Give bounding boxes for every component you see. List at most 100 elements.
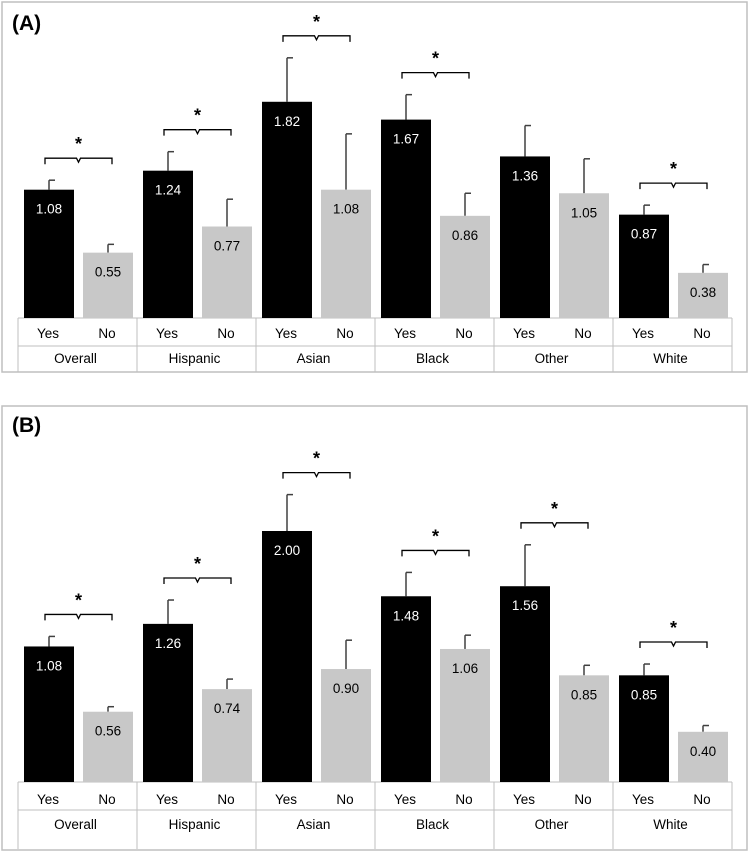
subcategory-label: Yes xyxy=(632,326,654,341)
bar-yes-black xyxy=(381,119,431,318)
significance-star: * xyxy=(313,449,320,469)
subcategory-label: Yes xyxy=(513,326,535,341)
significance-star: * xyxy=(670,159,677,179)
bar-value-label: 0.85 xyxy=(571,687,597,702)
panel-a-chart: 1.08Yes0.55NoOverall*1.24Yes0.77NoHispan… xyxy=(17,12,733,372)
bar-value-label: 0.74 xyxy=(214,701,241,716)
bar-yes-other xyxy=(500,156,550,318)
subcategory-label: Yes xyxy=(37,326,59,341)
bar-value-label: 0.40 xyxy=(690,744,716,759)
bar-value-label: 1.56 xyxy=(512,598,538,613)
subcategory-label: No xyxy=(98,326,115,341)
group-label: Other xyxy=(535,351,569,366)
bar-no-asian xyxy=(321,189,371,318)
group-label: Black xyxy=(416,351,449,366)
bar-no-overall xyxy=(83,252,133,318)
significance-bracket xyxy=(44,157,113,165)
bar-value-label: 1.67 xyxy=(393,132,419,147)
group-label: Asian xyxy=(297,351,331,366)
subcategory-label: Yes xyxy=(632,792,654,807)
significance-star: * xyxy=(670,618,677,638)
bar-yes-white xyxy=(619,214,669,318)
significance-star: * xyxy=(75,134,82,154)
bar-value-label: 0.85 xyxy=(631,687,657,702)
subcategory-label: No xyxy=(336,792,353,807)
bar-no-white xyxy=(678,731,728,782)
bar-value-label: 0.55 xyxy=(95,265,121,280)
group-label: Other xyxy=(535,817,569,832)
significance-bracket xyxy=(282,35,351,42)
significance-star: * xyxy=(432,526,439,546)
group-label: Black xyxy=(416,817,449,832)
bar-yes-hispanic xyxy=(143,170,193,318)
bar-value-label: 1.82 xyxy=(274,114,300,129)
significance-bracket xyxy=(282,471,351,479)
subcategory-label: No xyxy=(217,326,234,341)
panel-a-label: (A) xyxy=(12,12,41,35)
significance-bracket xyxy=(44,613,113,621)
panel-b-chart: 1.08Yes0.56NoOverall*1.26Yes0.74NoHispan… xyxy=(17,449,733,849)
bar-no-asian xyxy=(321,669,371,782)
significance-bracket xyxy=(401,72,470,79)
bar-value-label: 1.36 xyxy=(512,168,538,183)
panel-b-label: (B) xyxy=(12,414,41,437)
subcategory-label: Yes xyxy=(37,792,59,807)
significance-star: * xyxy=(313,12,320,32)
bar-value-label: 1.48 xyxy=(393,608,419,623)
bar-yes-asian xyxy=(262,101,312,318)
group-label: Asian xyxy=(297,817,331,832)
bar-no-hispanic xyxy=(202,689,252,782)
bar-value-label: 0.87 xyxy=(631,227,657,242)
bar-no-overall xyxy=(83,711,133,782)
bar-yes-overall xyxy=(24,646,74,782)
bar-no-other xyxy=(559,675,609,782)
bar-yes-hispanic xyxy=(143,623,193,782)
group-label: White xyxy=(653,817,688,832)
subcategory-label: No xyxy=(693,792,710,807)
subcategory-label: No xyxy=(455,326,472,341)
significance-star: * xyxy=(75,590,82,610)
group-label: Overall xyxy=(54,351,97,366)
subcategory-label: Yes xyxy=(394,326,416,341)
group-label: White xyxy=(653,351,688,366)
bar-value-label: 1.08 xyxy=(333,202,359,217)
subcategory-label: No xyxy=(217,792,234,807)
bar-yes-overall xyxy=(24,189,74,318)
bar-value-label: 1.24 xyxy=(155,183,182,198)
significance-bracket xyxy=(401,549,470,557)
bar-value-label: 1.08 xyxy=(36,202,62,217)
significance-bracket xyxy=(520,522,589,529)
bar-no-other xyxy=(559,193,609,318)
subcategory-label: Yes xyxy=(275,792,297,807)
bar-yes-asian xyxy=(262,531,312,782)
bar-value-label: 0.86 xyxy=(452,228,478,243)
significance-star: * xyxy=(194,106,201,126)
significance-bracket xyxy=(639,182,708,190)
subcategory-label: Yes xyxy=(275,326,297,341)
subcategory-label: No xyxy=(574,792,591,807)
bar-yes-other xyxy=(500,586,550,782)
subcategory-label: No xyxy=(455,792,472,807)
group-label: Hispanic xyxy=(169,351,221,366)
subcategory-label: No xyxy=(693,326,710,341)
significance-star: * xyxy=(551,499,558,519)
bar-value-label: 0.56 xyxy=(95,724,121,739)
significance-star: * xyxy=(194,554,201,574)
bar-no-hispanic xyxy=(202,226,252,318)
subcategory-label: No xyxy=(98,792,115,807)
subcategory-label: No xyxy=(574,326,591,341)
bar-value-label: 1.05 xyxy=(571,205,597,220)
bar-yes-black xyxy=(381,596,431,782)
bar-value-label: 2.00 xyxy=(274,543,300,558)
significance-bracket xyxy=(163,577,232,585)
bar-yes-white xyxy=(619,675,669,782)
bar-value-label: 0.77 xyxy=(214,239,240,254)
significance-bracket xyxy=(163,129,232,136)
bar-value-label: 1.26 xyxy=(155,636,181,651)
subcategory-label: Yes xyxy=(156,326,178,341)
group-label: Hispanic xyxy=(169,817,221,832)
bar-value-label: 1.06 xyxy=(452,661,478,676)
subcategory-label: Yes xyxy=(513,792,535,807)
group-label: Overall xyxy=(54,817,97,832)
